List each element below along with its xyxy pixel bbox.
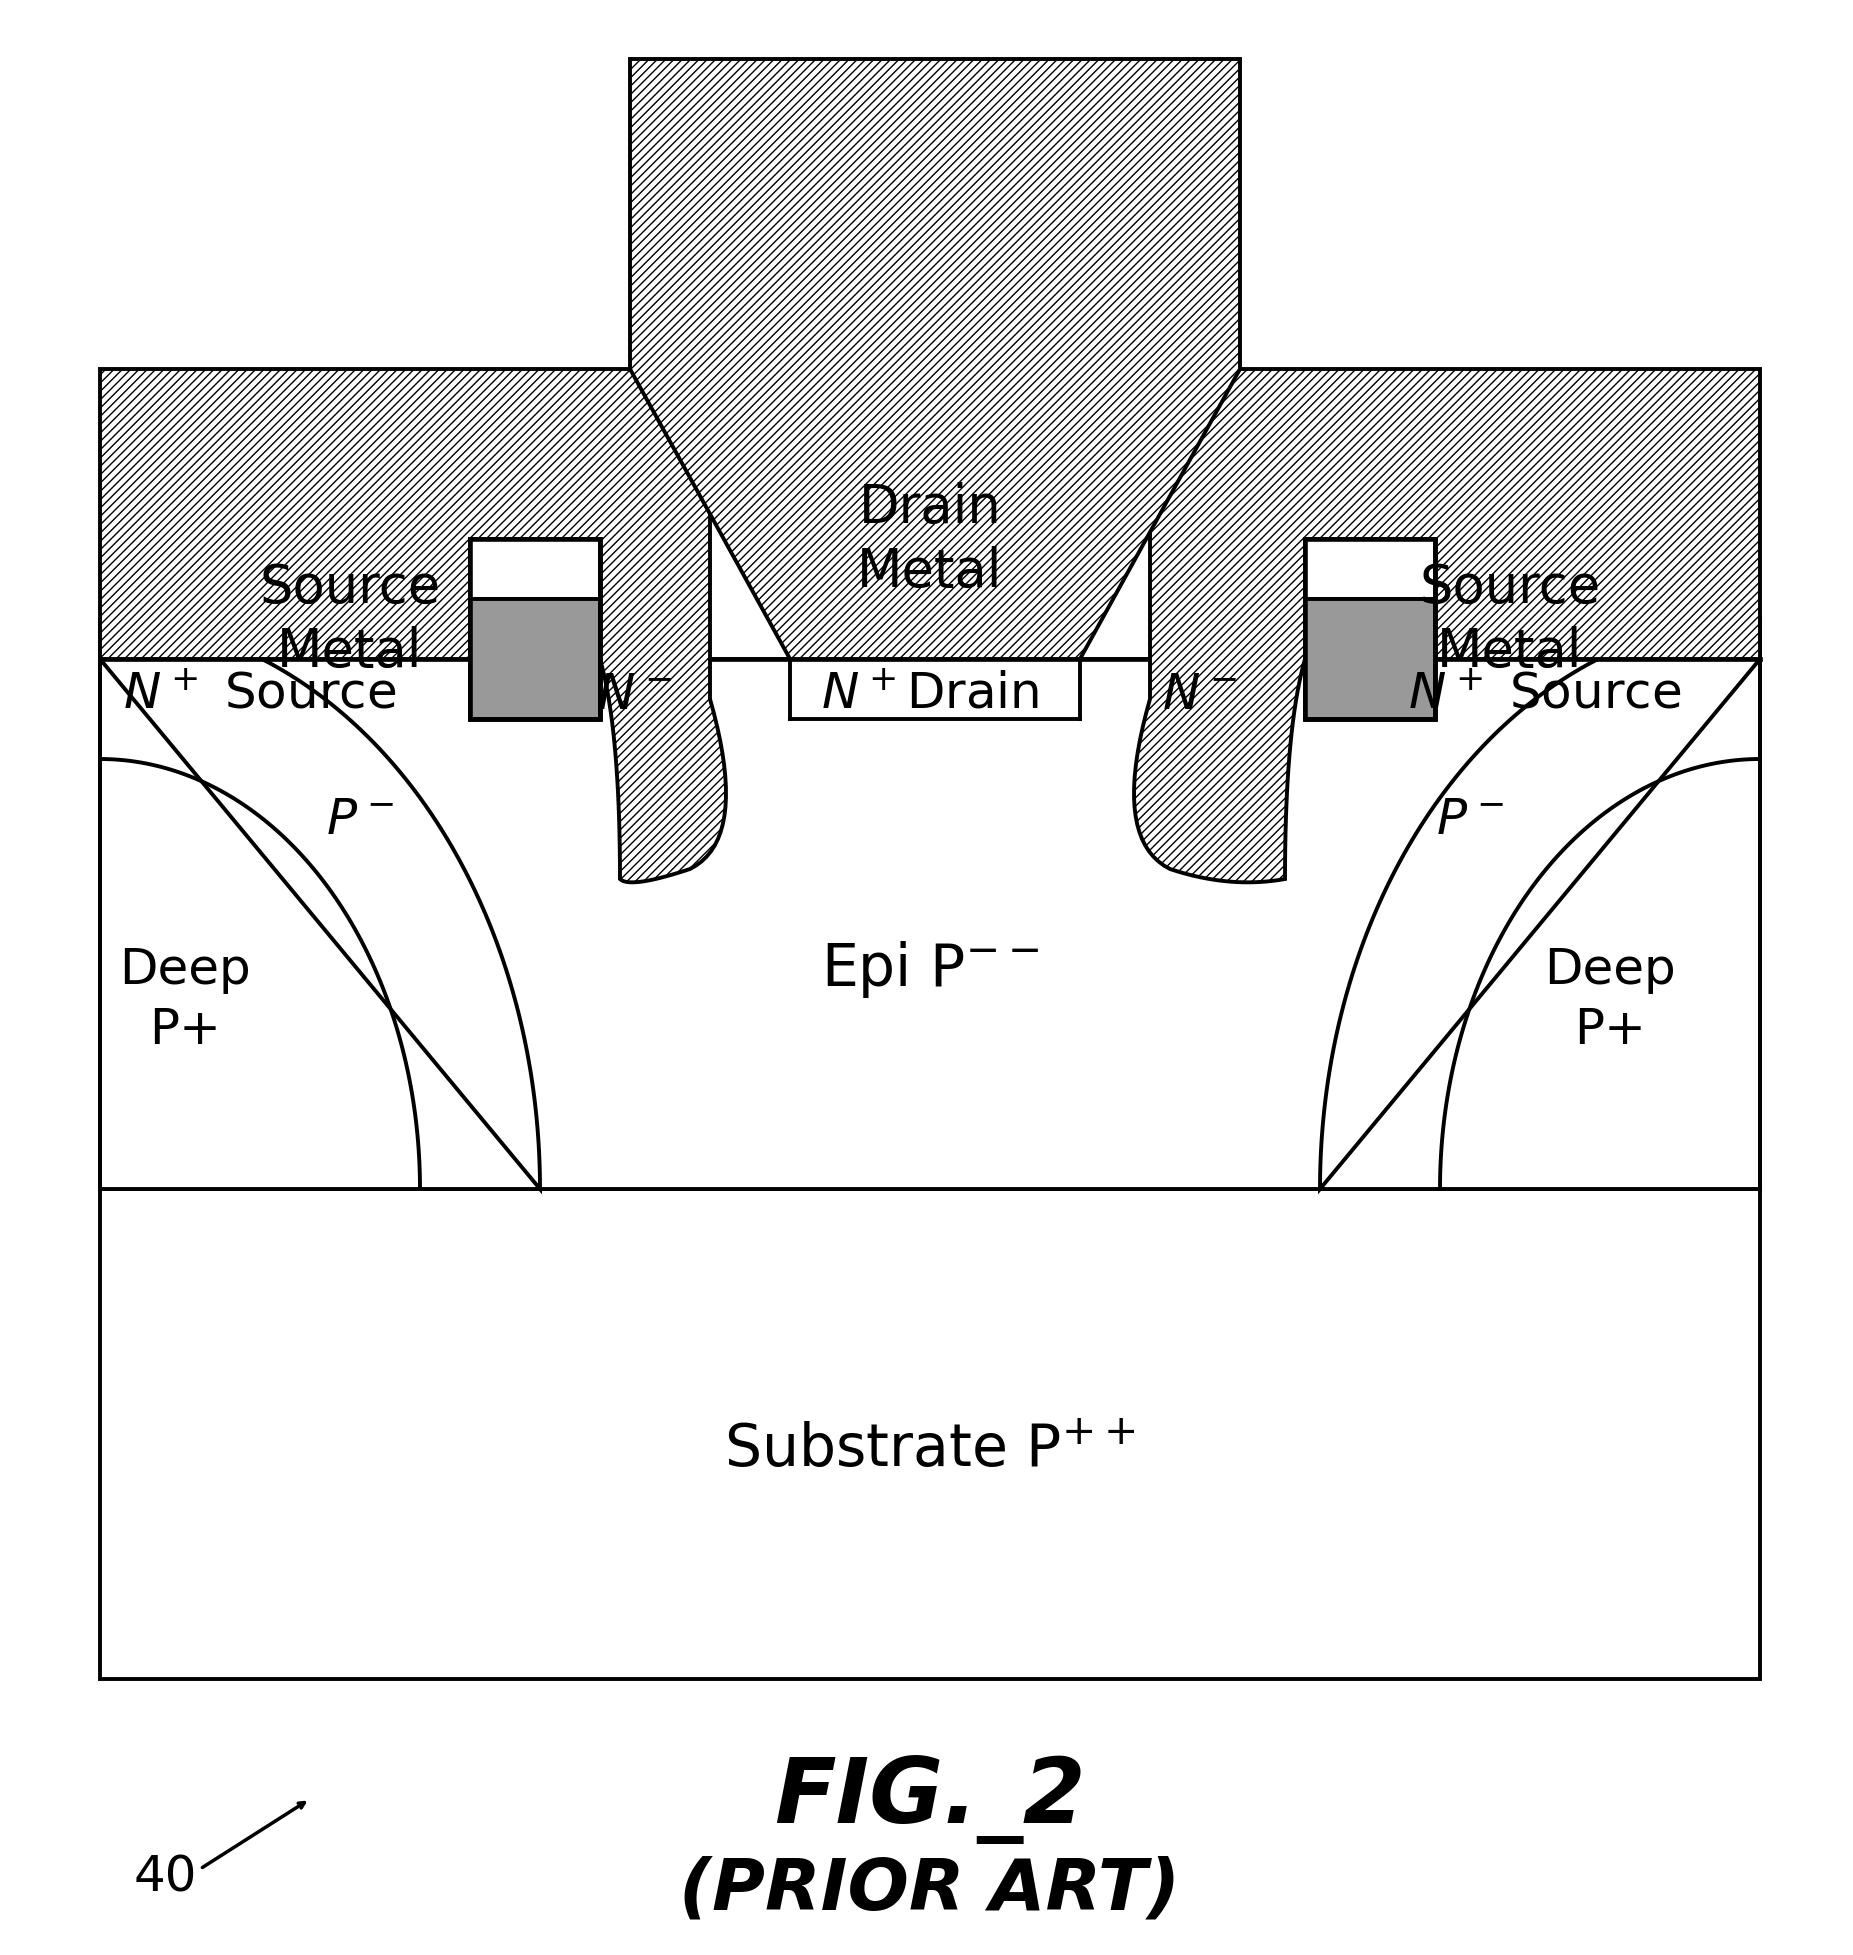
Text: Epi P$^{- -}$: Epi P$^{- -}$ xyxy=(821,938,1040,1001)
Text: $N^+$ Source: $N^+$ Source xyxy=(124,671,397,719)
Polygon shape xyxy=(1305,600,1434,719)
Polygon shape xyxy=(1134,369,1760,884)
Text: Deep
P+: Deep P+ xyxy=(1544,946,1675,1054)
Text: 40: 40 xyxy=(133,1853,196,1900)
Text: $N^+$ Source: $N^+$ Source xyxy=(1408,671,1683,719)
Polygon shape xyxy=(100,620,539,1189)
Polygon shape xyxy=(100,369,726,884)
Text: $N^-$: $N^-$ xyxy=(1162,671,1238,719)
Text: Source
Metal: Source Metal xyxy=(1419,561,1601,678)
Text: Deep
P+: Deep P+ xyxy=(119,946,250,1054)
Polygon shape xyxy=(1305,540,1434,600)
Polygon shape xyxy=(1305,540,1434,600)
Text: $N^+$Drain: $N^+$Drain xyxy=(821,671,1040,719)
Polygon shape xyxy=(100,1189,1760,1679)
Polygon shape xyxy=(471,600,600,719)
Text: $N^-$: $N^-$ xyxy=(597,671,673,719)
Text: (PRIOR ART): (PRIOR ART) xyxy=(680,1855,1180,1924)
Polygon shape xyxy=(471,540,600,600)
Text: Substrate P$^{++}$: Substrate P$^{++}$ xyxy=(725,1421,1136,1478)
Text: $P^-$: $P^-$ xyxy=(326,796,395,843)
Text: Drain
Metal: Drain Metal xyxy=(858,481,1002,598)
Text: Source
Metal: Source Metal xyxy=(259,561,441,678)
Text: $P^-$: $P^-$ xyxy=(1436,796,1505,843)
Polygon shape xyxy=(471,600,600,719)
Polygon shape xyxy=(100,659,1760,1189)
Polygon shape xyxy=(630,61,1240,659)
Polygon shape xyxy=(1305,600,1434,719)
Polygon shape xyxy=(1319,620,1760,1189)
Polygon shape xyxy=(471,540,600,600)
Text: FIG._2: FIG._2 xyxy=(775,1754,1086,1844)
